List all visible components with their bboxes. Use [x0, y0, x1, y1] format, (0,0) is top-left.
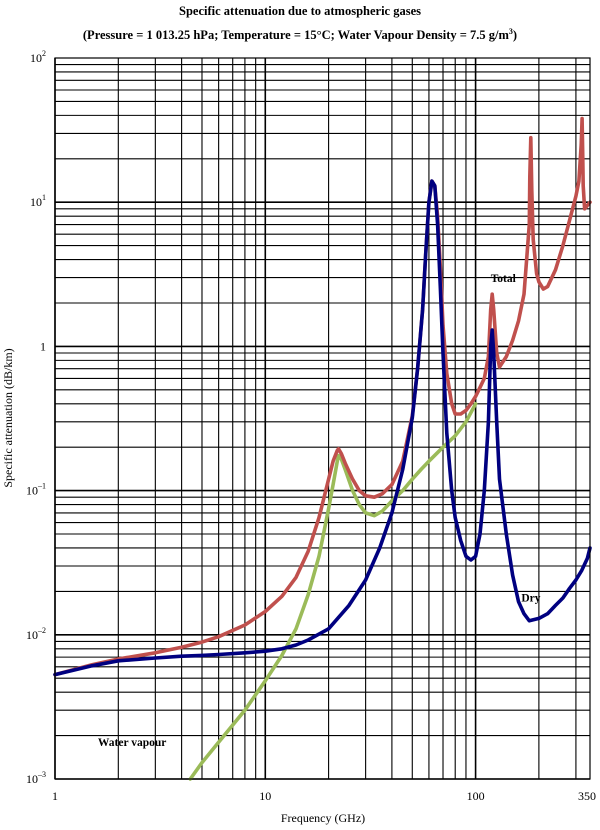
series-line-water-vapour	[188, 402, 478, 781]
grid	[54, 58, 590, 780]
x-tick-label: 350	[578, 789, 596, 803]
y-tick-base: 10	[30, 51, 42, 65]
y-tick-label: 10–3	[26, 770, 46, 786]
series-label-total: Total	[491, 273, 516, 285]
series-line-total	[53, 116, 592, 677]
y-tick-base: 10	[26, 772, 38, 786]
y-tick-exponent: 2	[42, 49, 46, 58]
y-tick-base: 10	[26, 628, 38, 642]
y-tick-label: 10–2	[26, 626, 46, 642]
x-axis-label: Frequency (GHz)	[281, 811, 365, 825]
x-tick-labels: 1 10 100 350	[52, 789, 596, 803]
y-axis-label: Specific attenuation (dB/km)	[1, 348, 15, 487]
y-tick-exponent: –1	[37, 482, 46, 491]
y-tick-label: 101	[30, 193, 46, 209]
series-labels: Total Dry Water vapour	[98, 273, 541, 749]
x-tick-label: 100	[467, 789, 485, 803]
y-tick-base: 10	[26, 484, 38, 498]
subtitle-prefix: (Pressure = 1 013.25 hPa; Temperature = …	[83, 28, 510, 42]
series-label-dry: Dry	[521, 593, 540, 605]
chart-subtitle: (Pressure = 1 013.25 hPa; Temperature = …	[83, 27, 517, 42]
y-tick-label: 10–1	[26, 482, 46, 498]
y-tick-exponent: 1	[42, 193, 46, 202]
subtitle-suffix: )	[513, 28, 517, 42]
y-tick-label: 1	[40, 339, 46, 353]
curves	[53, 116, 592, 781]
x-tick-label: 10	[259, 789, 271, 803]
chart-title: Specific attenuation due to atmospheric …	[179, 4, 421, 18]
plot-frame	[54, 57, 591, 780]
series-label-water-vapour: Water vapour	[98, 737, 166, 749]
y-tick-base: 10	[30, 195, 42, 209]
series-line-dry	[53, 179, 592, 677]
y-tick-base: 1	[40, 339, 46, 353]
subtitle-superscript: 3	[509, 27, 513, 36]
y-tick-label: 102	[30, 49, 46, 65]
x-tick-label: 1	[52, 789, 58, 803]
y-tick-exponent: –2	[37, 626, 46, 635]
y-tick-exponent: –3	[37, 770, 46, 779]
